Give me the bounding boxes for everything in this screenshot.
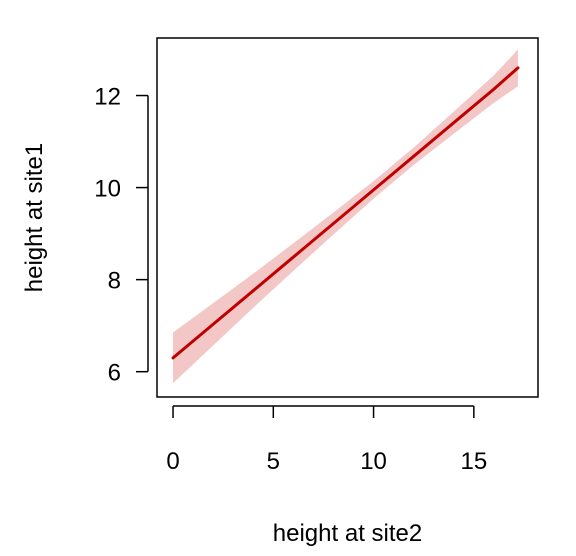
y-tick-label: 6 — [108, 360, 121, 387]
y-tick-label: 8 — [108, 268, 121, 295]
x-axis-title: height at site2 — [273, 520, 422, 547]
x-tick-label: 10 — [360, 448, 387, 475]
x-tick-label: 0 — [166, 448, 179, 475]
y-axis-title: height at site1 — [21, 143, 48, 292]
y-tick-label: 12 — [94, 84, 121, 111]
x-tick-label: 5 — [267, 448, 280, 475]
y-tick-label: 10 — [94, 176, 121, 203]
x-tick-label: 15 — [460, 448, 487, 475]
